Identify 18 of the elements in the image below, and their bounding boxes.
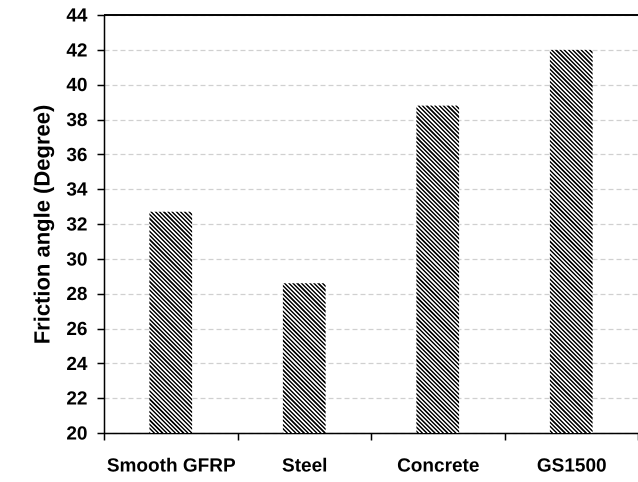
y-axis-title: Friction angle (Degree) [29,104,54,344]
y-tick-label: 42 [66,40,88,62]
y-tick-label: 28 [66,284,88,306]
x-tick-label: GS1500 [536,456,607,476]
y-tick-label: 22 [66,388,88,410]
x-tick-label: Concrete [397,456,480,476]
x-tick-label: Smooth GFRP [106,456,236,476]
y-tick-label: 24 [66,354,88,375]
y-tick-label: 40 [66,75,88,96]
y-tick-label: 30 [66,249,88,270]
y-tick-label: 34 [66,180,88,201]
y-tick-label: 44 [66,6,88,26]
y-tick-label: 36 [66,144,88,166]
x-tick-label: Steel [282,456,328,476]
y-tick-label: 38 [66,110,88,131]
y-tick-label: 32 [66,214,88,236]
y-tick-label: 20 [66,424,88,444]
y-tick-label: 26 [66,319,88,340]
